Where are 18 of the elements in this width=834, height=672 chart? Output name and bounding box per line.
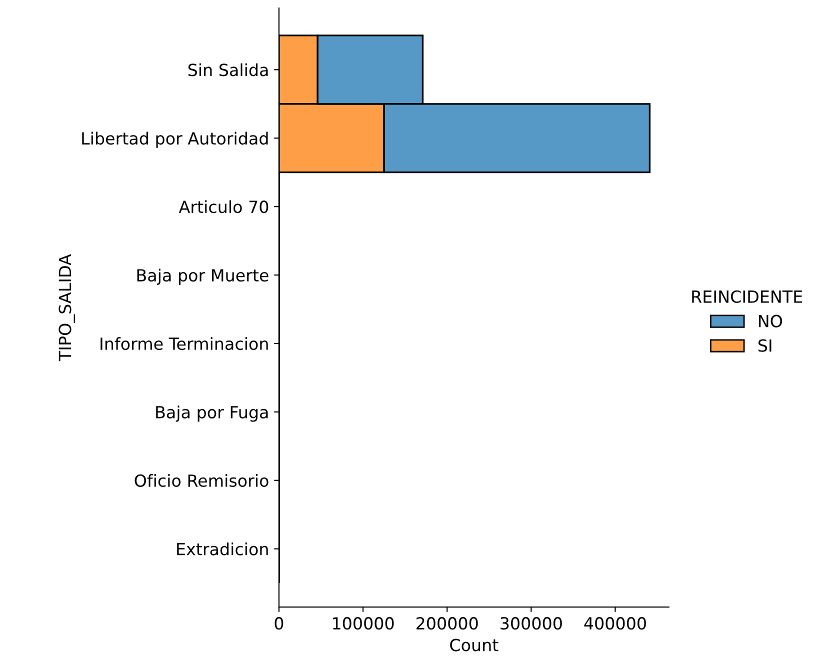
y-tick-label: Oficio Remisorio [134, 474, 268, 487]
x-tick-label: 400000 [584, 617, 646, 630]
y-tick-label: Baja por Fuga [156, 406, 268, 422]
y-tick-label: Libertad por Autoridad [82, 132, 268, 148]
x-tick-label: 300000 [500, 617, 562, 630]
legend-title: REINCIDENTE [692, 290, 802, 303]
x-tick-label: 200000 [416, 617, 478, 630]
x-tick-label: 0 [274, 617, 284, 630]
y-tick-label: Sin Salida [188, 63, 268, 76]
y-axis-title: TIPO_SALIDA [58, 254, 75, 362]
y-tick-label: Informe Terminacion [100, 337, 268, 350]
legend-label: NO [759, 314, 782, 328]
x-axis-title: Count [450, 638, 498, 652]
x-tick-label: 100000 [333, 617, 394, 630]
y-tick-label: Articulo 70 [178, 200, 268, 214]
y-tick-label: Baja por Muerte [137, 268, 268, 285]
y-tick-label: Extradicion [177, 542, 268, 556]
legend-label: SI [758, 339, 772, 352]
